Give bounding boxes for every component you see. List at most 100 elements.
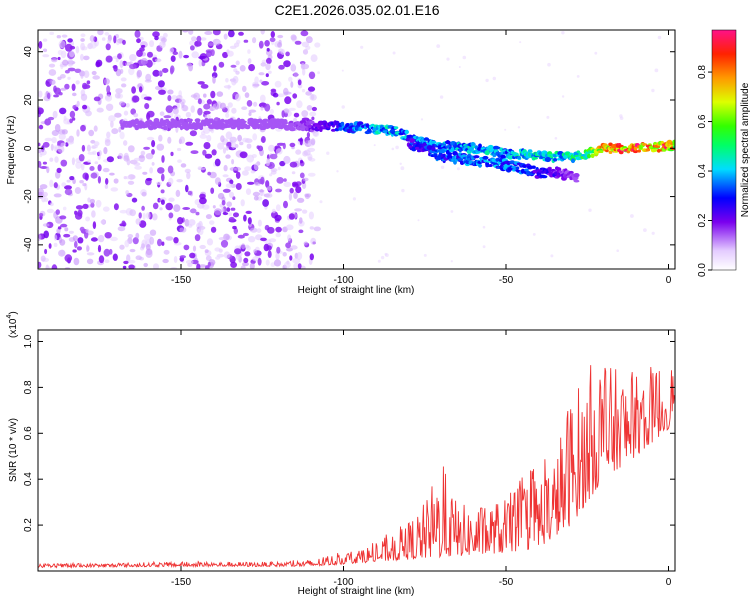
spectrogram-heatmap [38, 30, 675, 269]
y-tick-label: 0.8 [23, 380, 34, 394]
noise-speckle [161, 241, 165, 246]
noise-speckle [64, 188, 73, 196]
noise-speckle [82, 203, 89, 209]
noise-speckle [301, 41, 310, 48]
noise-speckle [177, 159, 182, 163]
spectral-trace-point [470, 142, 476, 147]
noise-speckle [198, 55, 206, 60]
noise-speckle [223, 164, 228, 172]
noise-speckle [54, 156, 59, 163]
noise-speckle [98, 255, 105, 264]
noise-speckle [53, 234, 58, 241]
noise-speckle [136, 69, 142, 78]
noise-speckle [96, 107, 104, 113]
noise-speckle [247, 217, 252, 225]
noise-speckle [104, 139, 111, 147]
noise-speckle [203, 93, 207, 98]
noise-speckle [85, 110, 92, 117]
y-tick-label: 20 [23, 94, 34, 106]
y-tick-label: 0.6 [23, 426, 34, 440]
noise-speckle [278, 48, 284, 54]
noise-speckle [131, 197, 138, 203]
spectral-trace-point [194, 118, 201, 123]
noise-speckle [176, 95, 183, 100]
noise-speckle [179, 227, 185, 233]
noise-speckle [290, 245, 298, 250]
noise-speckle [296, 197, 305, 203]
spectral-trace-point [370, 123, 375, 127]
noise-speckle [277, 34, 284, 39]
noise-speckle [300, 62, 305, 70]
spectral-trace-point [300, 127, 306, 132]
noise-speckle [163, 115, 172, 119]
colorbar-label: Normalized spectral amplitude [740, 82, 750, 217]
noise-speckle [72, 235, 78, 242]
spectral-trace-point [587, 153, 591, 159]
noise-speckle [259, 79, 263, 83]
noise-speckle [61, 34, 68, 38]
noise-speckle [269, 37, 276, 42]
noise-speckle [182, 207, 191, 210]
noise-speckle [103, 147, 108, 155]
noise-speckle [456, 167, 460, 171]
noise-speckle [67, 76, 71, 80]
colorbar-frame [711, 29, 737, 271]
secondary-trace-point [473, 155, 480, 159]
noise-speckle [170, 151, 174, 157]
noise-speckle [123, 260, 129, 265]
noise-speckle [436, 44, 441, 48]
noise-speckle [261, 136, 266, 143]
noise-speckle [59, 107, 67, 115]
noise-speckle [203, 142, 211, 150]
noise-speckle [49, 202, 54, 207]
noise-speckle [651, 231, 655, 235]
noise-speckle [279, 160, 286, 167]
spectral-trace-point [188, 119, 193, 125]
noise-speckle [87, 159, 91, 163]
noise-speckle [49, 31, 55, 35]
noise-speckle [244, 244, 250, 249]
noise-speckle [159, 207, 163, 211]
noise-speckle [423, 253, 427, 257]
noise-speckle [186, 171, 191, 180]
spectral-trace-point [203, 123, 207, 127]
noise-speckle [289, 187, 294, 194]
spectral-trace-point [553, 158, 558, 162]
noise-speckle [113, 65, 118, 72]
noise-speckle [136, 49, 143, 58]
noise-speckle [231, 107, 237, 114]
noise-speckle [173, 204, 181, 213]
noise-speckle [492, 76, 496, 81]
noise-speckle [90, 202, 95, 208]
noise-speckle [129, 63, 137, 70]
secondary-trace-point [439, 149, 446, 154]
y-tick-label: 0.2 [23, 518, 34, 532]
noise-speckle [253, 162, 259, 171]
noise-speckle [207, 42, 214, 47]
noise-speckle [121, 220, 126, 226]
noise-speckle [225, 145, 229, 151]
spectral-trace-point [199, 125, 204, 131]
noise-speckle [134, 30, 141, 38]
noise-speckle [258, 178, 264, 184]
noise-speckle [212, 205, 216, 209]
noise-speckle [152, 69, 160, 77]
noise-speckle [185, 111, 192, 118]
noise-speckle [384, 252, 388, 256]
noise-speckle [122, 265, 127, 269]
secondary-trace-point [477, 164, 483, 167]
noise-speckle [380, 255, 385, 260]
noise-speckle [38, 90, 43, 98]
colorbar: 0.0 0.2 0.4 0.6 0.8 Normalized spectral ampl… [697, 29, 750, 277]
noise-speckle [274, 80, 282, 88]
noise-speckle [118, 152, 124, 160]
spectral-trace-point [372, 126, 377, 132]
noise-speckle [95, 61, 101, 68]
noise-speckle [225, 154, 231, 159]
noise-speckle [51, 58, 58, 63]
noise-speckle [210, 90, 216, 99]
noise-speckle [189, 130, 197, 137]
noise-speckle [128, 259, 136, 264]
noise-speckle [192, 245, 197, 252]
noise-speckle [214, 208, 222, 216]
